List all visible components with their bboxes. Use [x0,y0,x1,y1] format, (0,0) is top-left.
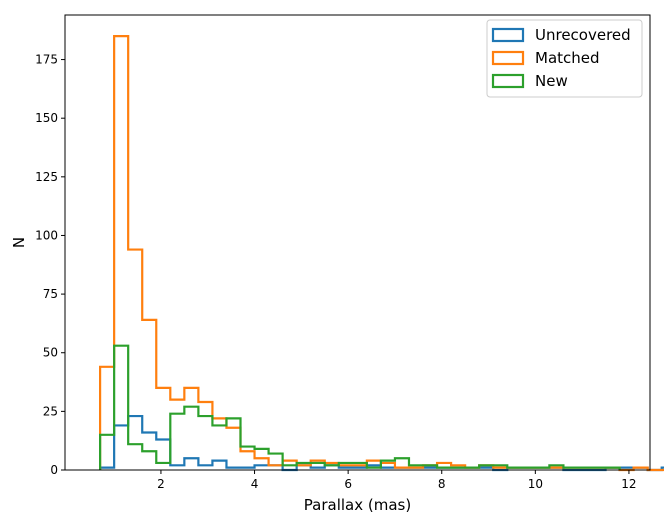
y-axis: 0 25 50 75 100 125 150 175 [35,53,65,477]
y-axis-label: N [10,237,28,248]
legend-label-matched: Matched [535,49,600,67]
legend: Unrecovered Matched New [486,19,643,98]
legend-box [486,19,643,98]
y-tick-label: 175 [35,53,58,67]
x-tick-label: 6 [344,477,352,491]
x-tick-label: 2 [157,477,165,491]
legend-swatch-new [491,73,525,89]
legend-label-new: New [535,72,568,90]
x-tick-label: 4 [251,477,259,491]
y-tick-label: 25 [43,404,58,418]
y-tick-label: 0 [50,463,58,477]
y-tick-label: 125 [35,170,58,184]
x-tick-label: 12 [621,477,636,491]
y-tick-label: 50 [43,346,58,360]
y-tick-label: 150 [35,111,58,125]
series-layer [99,35,664,472]
series-matched-outline [99,35,664,472]
x-tick-label: 8 [438,477,446,491]
series-new-outline [99,344,621,470]
y-tick-label: 75 [43,287,58,301]
x-axis-label: Parallax (mas) [304,496,411,514]
legend-label-unrecovered: Unrecovered [535,26,631,44]
legend-swatch-unrecovered [491,27,525,43]
y-tick-label: 100 [35,228,58,242]
legend-swatch-matched [491,50,525,66]
x-tick-label: 10 [528,477,543,491]
plot-frame [64,14,651,471]
x-axis: 2 4 6 8 10 12 [157,470,637,491]
